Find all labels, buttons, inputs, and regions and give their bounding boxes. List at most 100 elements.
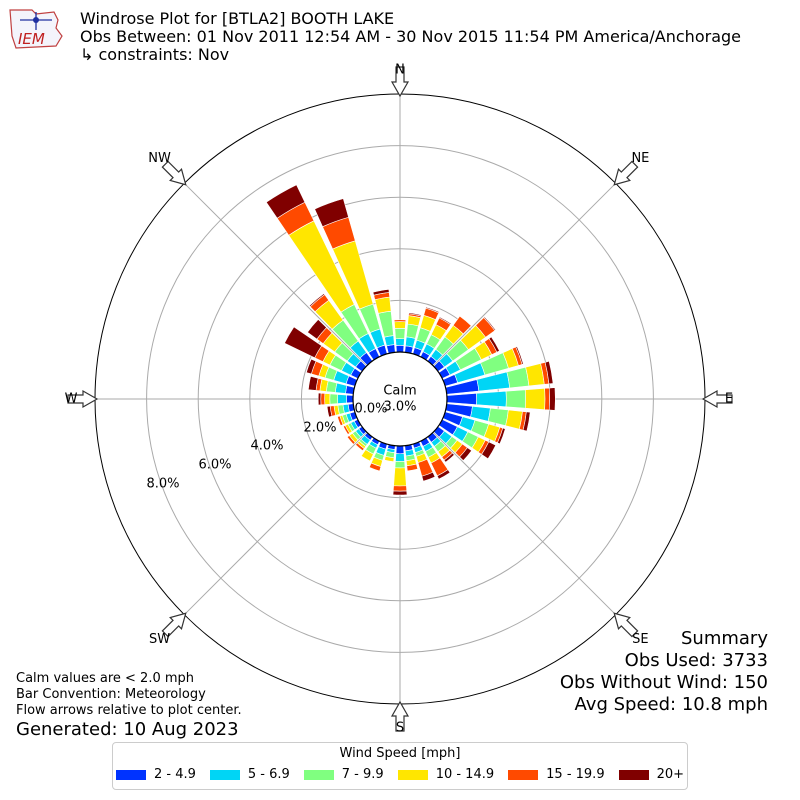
windrose-bar-segment xyxy=(329,393,339,405)
windrose-bar-segment xyxy=(438,316,452,325)
radial-tick-label: 0.0% xyxy=(354,402,387,417)
windrose-bar-segment xyxy=(522,411,531,432)
notes-block: Calm values are < 2.0 mph Bar Convention… xyxy=(16,671,242,741)
windrose-bar-segment xyxy=(395,445,405,455)
windrose-bar-segment xyxy=(488,336,500,353)
summary-obs-used: Obs Used: 3733 xyxy=(624,650,768,671)
legend-label: 10 - 14.9 xyxy=(435,767,495,782)
windrose-bar-segment xyxy=(346,435,356,445)
windrose-bar-segment xyxy=(483,316,497,332)
flow-arrow-shape xyxy=(701,389,733,409)
windrose-bar-segment xyxy=(394,460,406,469)
windrose-bar-segment xyxy=(395,344,405,353)
windrose-bar-segment xyxy=(548,387,556,411)
direction-label-s: S xyxy=(396,721,404,736)
grid-spoke xyxy=(183,431,368,616)
windrose-bar-segment xyxy=(446,393,477,405)
flow-arrow-shape xyxy=(161,612,187,638)
flow-arrow-shape xyxy=(161,160,187,186)
windrose-bar-segment xyxy=(374,296,392,314)
direction-label-se: SE xyxy=(632,632,648,647)
windrose-bar-segment xyxy=(326,405,333,418)
windrose-bar-segment xyxy=(307,319,327,340)
legend-label: 7 - 9.9 xyxy=(341,767,384,782)
windrose-bar-segment xyxy=(346,394,354,404)
flow-arrow-shape xyxy=(613,160,639,186)
radial-tick-label: 4.0% xyxy=(250,439,283,454)
windrose-bar-segment xyxy=(395,453,405,462)
windrose-bar-segment xyxy=(506,366,530,389)
windrose-bar-segment xyxy=(406,463,419,472)
flow-arrow-shape xyxy=(390,66,410,98)
legend-item: 10 - 14.9 xyxy=(397,767,495,782)
flow-arrow-shape xyxy=(67,389,99,409)
windrose-bar-segment xyxy=(324,393,331,405)
chart-title: Windrose Plot for [BTLA2] BOOTH LAKE xyxy=(80,9,395,28)
radial-tick-label: 2.0% xyxy=(303,421,336,436)
windrose-bar-segment xyxy=(452,315,472,335)
windrose-bar-segment xyxy=(425,306,440,314)
windrose-bar-segment xyxy=(308,293,326,308)
bar-convention-note: Bar Convention: Meteorology xyxy=(16,687,206,702)
windrose-bar-segment xyxy=(487,407,509,427)
flow-note: Flow arrows relative to plot center. xyxy=(16,703,242,718)
windrose-bar-segment xyxy=(334,382,348,394)
direction-label-sw: SW xyxy=(149,632,170,647)
windrose-bar-segment xyxy=(265,184,306,219)
windrose-bar-segment xyxy=(384,455,395,463)
windrose-bar-segment xyxy=(544,387,550,411)
windrose-bar-segment xyxy=(405,336,416,348)
flow-arrow-icon xyxy=(390,66,410,98)
calm-value-label: 3.0% xyxy=(383,400,416,415)
windrose-bar-segment xyxy=(320,392,326,406)
direction-label-n: N xyxy=(395,63,405,78)
legend-label: 2 - 4.9 xyxy=(153,767,196,782)
legend-item: 20+ xyxy=(618,767,684,782)
windrose-bar-segment xyxy=(337,394,348,404)
iem-logo-text: IEM xyxy=(18,30,45,48)
flow-arrow-icon xyxy=(161,160,187,186)
windrose-bar-segment xyxy=(497,427,506,445)
legend-swatch xyxy=(618,769,649,780)
windrose-bar-segment xyxy=(394,321,406,329)
flow-arrow-icon xyxy=(67,389,99,409)
radial-tick-label: 8.0% xyxy=(146,477,179,492)
legend-swatch xyxy=(115,769,146,780)
radial-tick-label: 6.0% xyxy=(198,458,231,473)
flow-arrow-icon xyxy=(390,700,410,732)
legend-item: 15 - 19.9 xyxy=(508,767,605,782)
windrose-bar-segment xyxy=(476,390,507,408)
summary-block: Summary Obs Used: 3733 Obs Without Wind:… xyxy=(560,628,768,716)
windrose-bar-segment xyxy=(505,389,526,409)
windrose-bar-segment xyxy=(392,485,408,492)
summary-heading: Summary xyxy=(681,628,768,649)
legend-swatch xyxy=(508,769,539,780)
windrose-bar-segment xyxy=(307,376,319,391)
windrose-bar-segment xyxy=(421,471,436,482)
windrose-bar-segment xyxy=(355,442,365,452)
direction-label-e: E xyxy=(725,392,733,407)
legend-item: 2 - 4.9 xyxy=(115,767,196,782)
windrose-bar-segment xyxy=(342,425,351,435)
windrose-bar-segment xyxy=(314,198,349,228)
legend-swatch xyxy=(397,769,428,780)
flow-arrow-shape xyxy=(613,612,639,638)
legend-title: Wind Speed [mph] xyxy=(339,746,461,761)
grid-spoke xyxy=(432,182,617,367)
windrose-bar-segment xyxy=(372,289,390,296)
windrose-bar-segment xyxy=(337,415,344,427)
direction-label-w: W xyxy=(65,392,78,407)
windrose-bar-segment xyxy=(443,452,455,463)
legend: Wind Speed [mph] 2 - 4.9 5 - 6.9 7 - 9.9 10… xyxy=(112,742,688,790)
summary-obs-without-wind: Obs Without Wind: 150 xyxy=(559,672,768,693)
windrose-bar-segment xyxy=(368,462,382,472)
windrose-bar-segment xyxy=(405,323,419,339)
calm-circle xyxy=(352,351,448,447)
legend-swatch xyxy=(303,769,334,780)
legend-label: 15 - 19.9 xyxy=(546,767,605,782)
iem-logo: IEM xyxy=(9,9,63,49)
flow-arrow-icon xyxy=(613,612,639,638)
flow-arrow-icon xyxy=(161,612,187,638)
windrose-bar-segment xyxy=(408,312,422,317)
windrose-bar-segment xyxy=(459,447,473,461)
